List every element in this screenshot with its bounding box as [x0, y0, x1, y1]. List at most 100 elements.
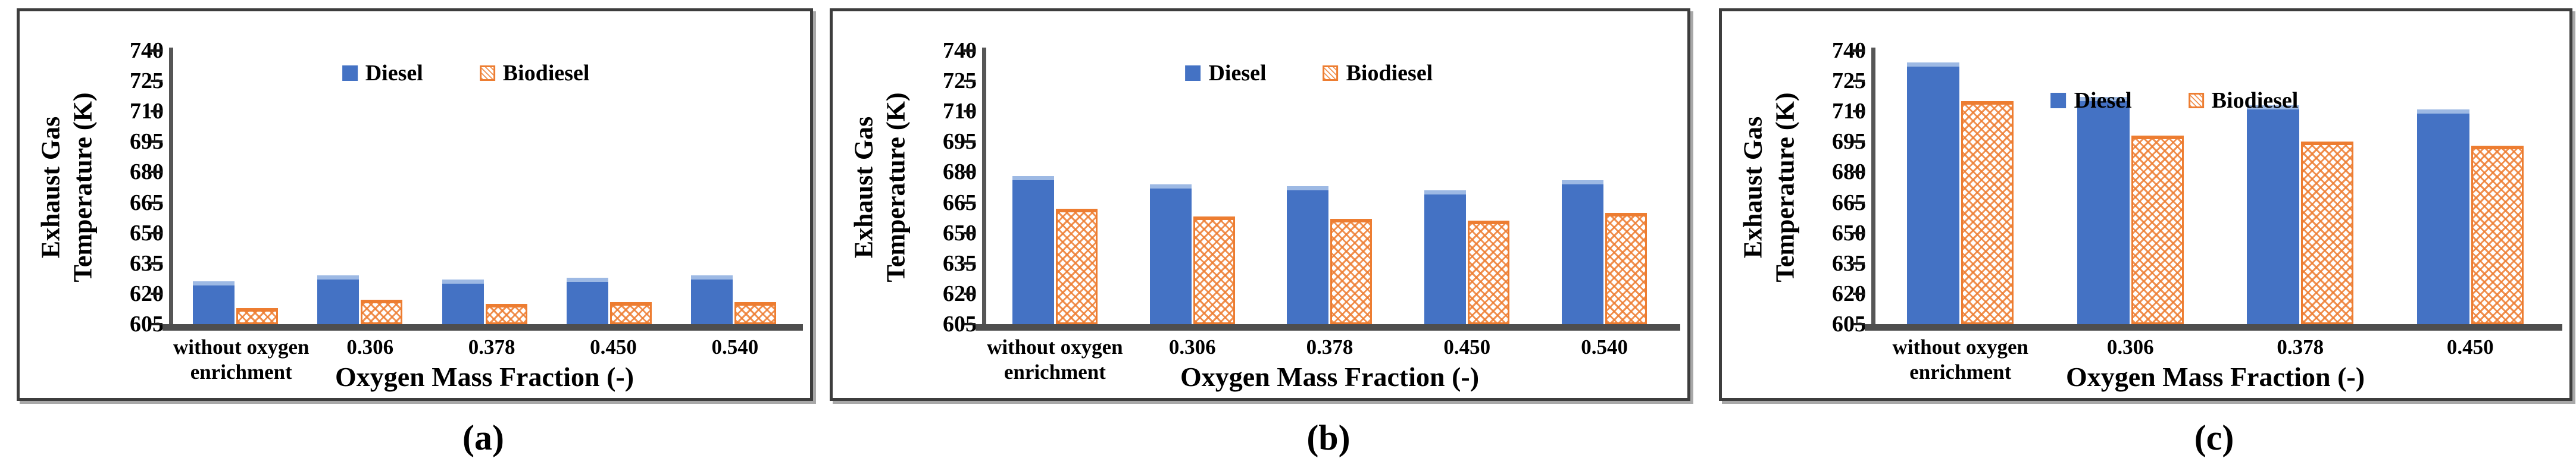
- y-tick-mark: [1853, 171, 1865, 174]
- bar-group: [298, 51, 422, 324]
- y-tick-mark: [1853, 110, 1865, 113]
- x-axis-title: Oxygen Mass Fraction (-): [1180, 362, 1480, 392]
- y-tick-mark: [1853, 292, 1865, 295]
- bar-diesel: [566, 277, 608, 324]
- bar-diesel: [317, 275, 359, 324]
- y-tick-mark: [964, 323, 976, 325]
- bar-groups: [173, 51, 796, 324]
- legend-item-biodiesel: Biodiesel: [1323, 60, 1433, 86]
- y-tick-mark: [1853, 201, 1865, 204]
- diesel-swatch-icon: [342, 65, 358, 81]
- legend-item-biodiesel: Biodiesel: [2188, 87, 2299, 114]
- bar-diesel: [1287, 186, 1329, 324]
- bar-biodiesel: [1055, 208, 1098, 324]
- bar-diesel: [1012, 176, 1054, 324]
- x-category-label: 0.306: [2106, 335, 2154, 359]
- bar-group: [547, 51, 671, 324]
- y-axis-tick-labels: 740 725 710 695 680 665 650 635 620 605: [1811, 38, 1868, 337]
- x-category-label: 0.378: [1306, 335, 1353, 359]
- plot-area: Diesel Biodiesel: [964, 48, 1680, 331]
- y-tick-mark: [151, 231, 162, 234]
- y-tick-mark: [151, 140, 162, 143]
- y-tick-mark: [964, 110, 976, 113]
- legend-item-diesel: Diesel: [342, 60, 423, 86]
- bar-diesel: [1424, 190, 1467, 324]
- y-tick-mark: [964, 262, 976, 265]
- y-axis-title-line1: Exhaust Gas: [36, 116, 65, 259]
- legend-label-diesel: Diesel: [1208, 61, 1267, 86]
- x-axis-baseline: [976, 324, 1680, 331]
- legend-label-diesel: Diesel: [365, 61, 423, 86]
- x-category-label: 0.306: [346, 335, 394, 359]
- x-category-label: 0.378: [2277, 335, 2324, 359]
- bar-group: [986, 51, 1124, 324]
- legend: Diesel Biodiesel: [342, 60, 590, 86]
- y-axis-title-line1: Exhaust Gas: [1738, 116, 1768, 259]
- x-axis-baseline: [162, 324, 803, 331]
- y-tick-mark: [964, 231, 976, 234]
- y-tick-mark: [151, 201, 162, 204]
- bar-biodiesel: [2131, 136, 2184, 324]
- y-tick-mark: [151, 80, 162, 83]
- bar-diesel: [193, 281, 235, 324]
- y-axis-tick-labels: 740 725 710 695 680 665 650 635 620 605: [109, 38, 166, 337]
- plot-area: Diesel Biodiesel: [151, 48, 803, 331]
- diesel-swatch-icon: [1185, 65, 1201, 81]
- y-tick-mark: [151, 171, 162, 174]
- bar-biodiesel: [2301, 142, 2354, 324]
- x-category-label: 0.450: [2446, 335, 2494, 359]
- bar-biodiesel: [2471, 146, 2524, 324]
- x-axis-category-labels: without oxygen enrichment 0.306 0.378 0.450 0…: [173, 335, 796, 385]
- legend-label-biodiesel: Biodiesel: [1346, 61, 1433, 86]
- x-axis-baseline: [1865, 324, 2562, 331]
- bar-diesel: [1562, 180, 1604, 324]
- bar-diesel: [690, 275, 733, 324]
- y-axis-title: Exhaust Gas Temperature (K): [835, 51, 924, 324]
- x-category-label: 0.306: [1168, 335, 1216, 359]
- figure-panel-a: Exhaust Gas Temperature (K) 740 725 710 695…: [17, 8, 813, 459]
- bar-biodiesel: [236, 307, 279, 324]
- bar-groups: [986, 51, 1673, 324]
- chart-panel-c: Exhaust Gas Temperature (K) 740 725 710 695…: [1719, 8, 2572, 401]
- y-axis-title-line2: Temperature (K): [1770, 92, 1799, 282]
- legend-label-biodiesel: Biodiesel: [502, 61, 590, 86]
- y-axis-title: Exhaust Gas Temperature (K): [1724, 51, 1814, 324]
- y-axis-title-text: Exhaust Gas Temperature (K): [1737, 93, 1800, 282]
- bar-biodiesel: [1468, 221, 1510, 324]
- legend: Diesel Biodiesel: [2050, 87, 2299, 114]
- y-tick-mark: [964, 80, 976, 83]
- x-axis-category-labels: without oxygen enrichment 0.306 0.378 0.450: [1875, 335, 2555, 385]
- y-tick-mark: [151, 323, 162, 325]
- bar-group: [422, 51, 546, 324]
- panel-caption-b: (b): [1306, 418, 1350, 457]
- bar-biodiesel: [609, 302, 652, 324]
- bar-group: [1124, 51, 1261, 324]
- bar-group: [173, 51, 298, 324]
- y-tick-mark: [1853, 231, 1865, 234]
- figure-panel-c: Exhaust Gas Temperature (K) 740 725 710 695…: [1719, 8, 2572, 459]
- figure-panel-b: Exhaust Gas Temperature (K) 740 725 710 695…: [830, 8, 1690, 459]
- diesel-swatch-icon: [2050, 93, 2067, 108]
- legend-label-biodiesel: Biodiesel: [2211, 88, 2299, 113]
- legend-item-diesel: Diesel: [1185, 60, 1267, 86]
- x-category-label: without oxygen enrichment: [173, 335, 310, 384]
- bar-group: [1398, 51, 1536, 324]
- x-category-label: 0.540: [1581, 335, 1628, 359]
- y-tick-mark: [1853, 323, 1865, 325]
- bar-group: [2046, 51, 2216, 324]
- bar-group: [671, 51, 796, 324]
- biodiesel-swatch-icon: [2188, 93, 2204, 108]
- bar-diesel: [1907, 62, 1960, 324]
- legend: Diesel Biodiesel: [1185, 60, 1433, 86]
- y-axis-title-line2: Temperature (K): [68, 92, 97, 282]
- y-axis-tick-labels: 740 725 710 695 680 665 650 635 620 605: [922, 38, 979, 337]
- bar-diesel: [2416, 109, 2469, 324]
- y-axis-title-text: Exhaust Gas Temperature (K): [848, 93, 911, 282]
- bar-diesel: [2247, 105, 2300, 324]
- y-tick-mark: [964, 292, 976, 295]
- bar-biodiesel: [734, 302, 776, 324]
- y-tick-mark: [1853, 49, 1865, 52]
- bar-group: [1875, 51, 2046, 324]
- x-category-label: 0.540: [711, 335, 759, 359]
- bar-biodiesel: [1330, 218, 1373, 324]
